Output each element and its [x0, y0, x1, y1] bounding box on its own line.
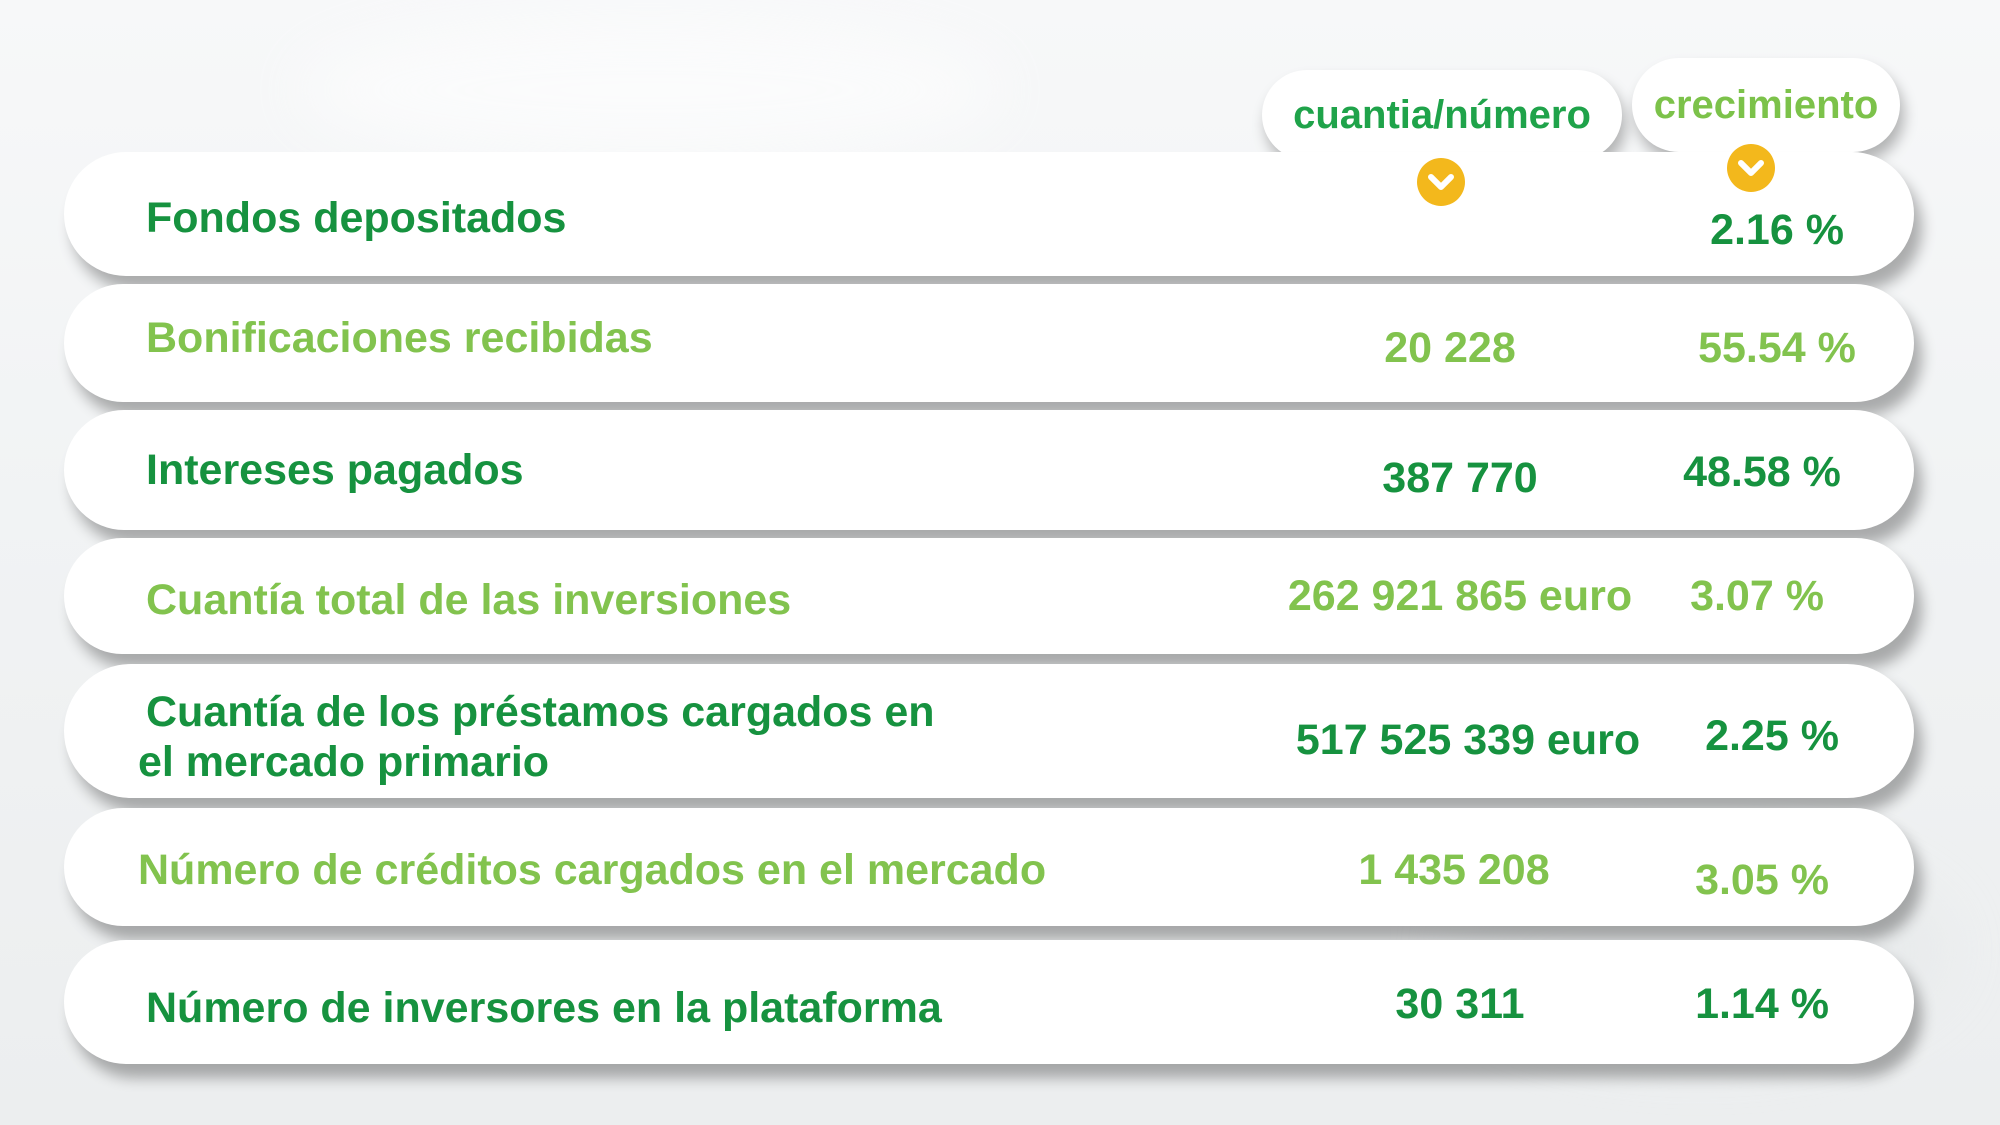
row-growth: 3.07 %: [1690, 572, 1824, 620]
column-header-amount: cuantia/número: [1262, 70, 1622, 160]
table-row: Número de créditos cargados en el mercad…: [64, 808, 1914, 926]
row-label: Fondos depositados: [146, 194, 567, 242]
row-growth: 55.54 %: [1698, 324, 1856, 372]
table-row: Cuantía de los préstamos cargados en el …: [64, 664, 1914, 798]
row-label: Intereses pagados: [146, 446, 524, 494]
table-row: Fondos depositados 2.16 %: [64, 152, 1914, 276]
table-row: Intereses pagados 387 770 48.58 %: [64, 410, 1914, 530]
row-label: Bonificaciones recibidas: [146, 314, 653, 362]
row-amount: 387 770: [1382, 454, 1538, 502]
row-label-line-1: Cuantía de los préstamos cargados en: [146, 688, 935, 736]
row-label: Número de inversores en la plataforma: [146, 984, 942, 1032]
row-amount: 20 228: [1384, 324, 1516, 372]
row-growth: 1.14 %: [1695, 980, 1829, 1028]
row-amount: 262 921 865 euro: [1287, 572, 1633, 620]
row-amount: 1 435 208: [1358, 846, 1550, 894]
table-row: Bonificaciones recibidas 20 228 55.54 %: [64, 284, 1914, 402]
row-amount: 517 525 339 euro: [1295, 716, 1641, 764]
row-growth: 3.05 %: [1695, 856, 1829, 904]
chevron-down-icon: [1727, 144, 1775, 192]
column-header-growth-label: crecimiento: [1653, 82, 1879, 127]
chevron-down-icon: [1417, 158, 1465, 206]
row-growth: 2.16 %: [1710, 206, 1844, 254]
column-header-amount-label: cuantia/número: [1293, 92, 1591, 137]
row-growth: 2.25 %: [1705, 712, 1839, 760]
row-label-line-2: el mercado primario: [138, 738, 550, 786]
table-row: Número de inversores en la plataforma 30…: [64, 940, 1914, 1064]
table-row: Cuantía total de las inversiones 262 921…: [64, 538, 1914, 654]
row-amount: 30 311: [1395, 980, 1525, 1028]
background-blur: [300, 20, 1000, 160]
row-label: Número de créditos cargados en el mercad…: [138, 846, 1047, 894]
row-label: Cuantía total de las inversiones: [146, 576, 792, 624]
row-growth: 48.58 %: [1683, 448, 1841, 496]
column-header-growth: crecimiento: [1632, 58, 1900, 152]
